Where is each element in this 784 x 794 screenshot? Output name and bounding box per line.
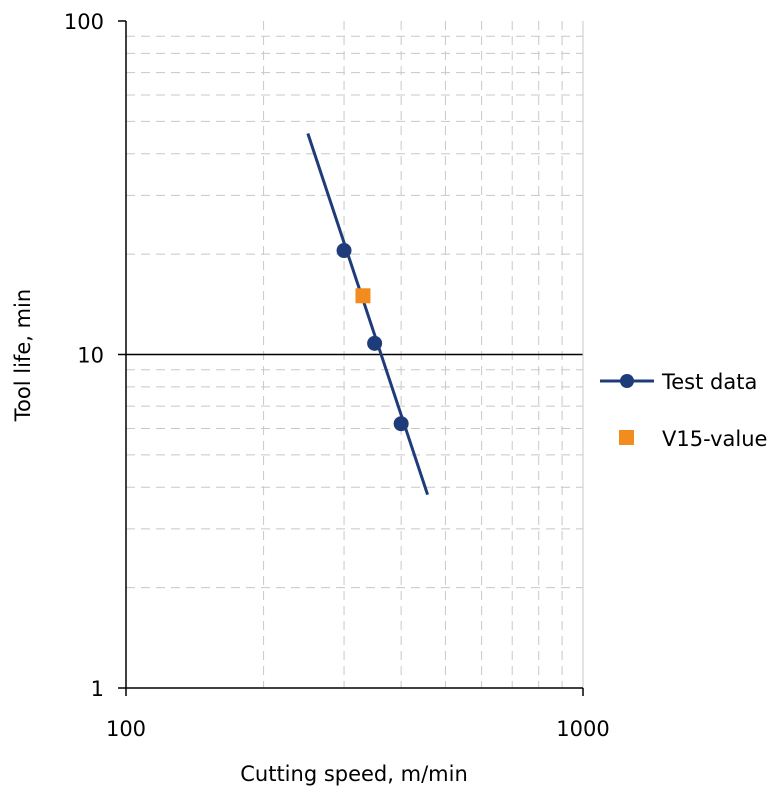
legend-marker-test-data [620, 374, 634, 388]
series-line-0 [306, 132, 430, 496]
legend-label-test-data: Test data [661, 370, 757, 394]
legend-marker-v15-value [619, 430, 634, 445]
axes [118, 20, 584, 696]
y-axis-title: Tool life, min [11, 289, 35, 422]
data-point-0-2 [393, 416, 409, 432]
tick-labels: 1 10 100 100 1000 [64, 10, 610, 741]
data-point-0-0 [336, 243, 352, 259]
legend-label-v15-value: V15-value [662, 427, 767, 451]
y-tick-label: 100 [64, 10, 104, 34]
series-layer [306, 132, 430, 496]
x-tick-label: 100 [106, 717, 146, 741]
data-point-0-1 [367, 335, 383, 351]
x-axis-title: Cutting speed, m/min [240, 762, 468, 786]
data-point-1-0 [355, 288, 371, 304]
grid [126, 21, 584, 688]
y-tick-label: 10 [77, 344, 104, 368]
legend: Test data V15-value [600, 370, 767, 451]
y-tick-label: 1 [91, 677, 104, 701]
x-tick-label: 1000 [556, 717, 609, 741]
